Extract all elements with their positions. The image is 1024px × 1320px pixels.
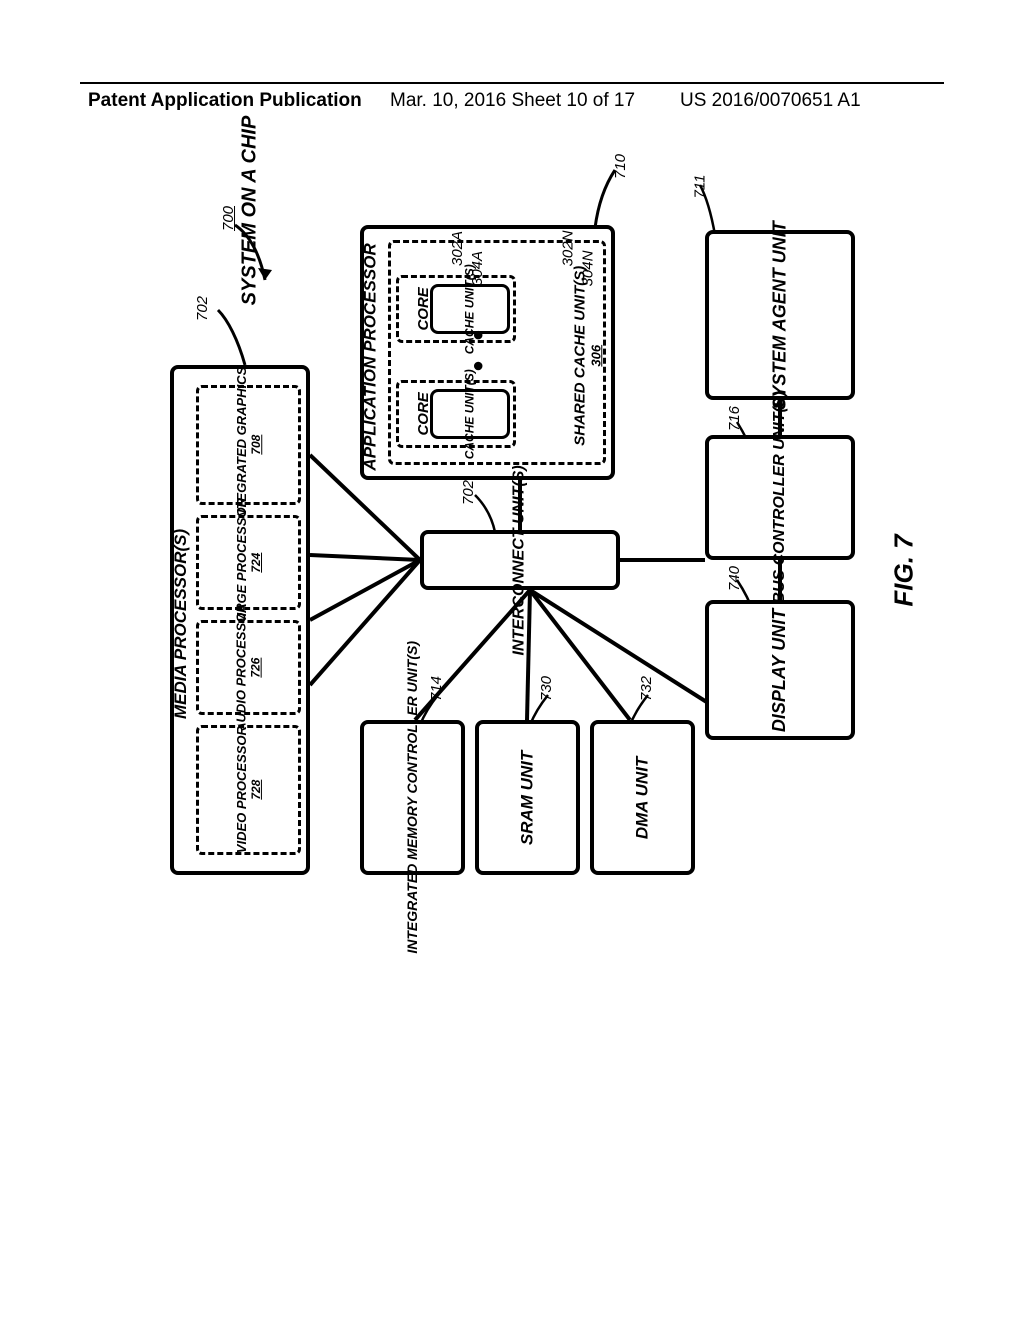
sram-label: SRAM UNIT [519,750,537,844]
header-rule [80,82,944,84]
diagram: SYSTEM ON A CHIP 700 702 710 711 702 716… [130,160,900,1220]
img-proc-refnum: 724 [249,552,263,572]
aud-proc-label: AUDIO PROCESSOR [234,603,249,732]
media-proc-ref: 702 [194,296,211,321]
dma-ref: 732 [638,676,655,701]
display-unit-box: DISPLAY UNIT [705,600,855,740]
media-proc-label: MEDIA PROCESSOR(S) [172,529,190,719]
aud-proc-refnum: 726 [249,657,263,677]
shared-cache-label: SHARED CACHE UNIT(S) [571,266,588,446]
header-left: Patent Application Publication [88,90,362,112]
imc-ref: 714 [428,676,445,701]
app-proc-ref: 710 [612,154,629,179]
cache-n-ref: 304N [579,251,596,287]
interconnect-ref: 702 [460,480,477,505]
vid-proc-box: VIDEO PROCESSOR 728 [196,725,301,855]
header-right: US 2016/0070651 A1 [680,90,861,112]
bus-ctrl-box: BUS CONTROLLER UNIT(S) [705,435,855,560]
interconnect-box: INTERCONNECT UNIT(S) [420,530,620,590]
sram-ref: 730 [538,676,555,701]
aud-proc-box: AUDIO PROCESSOR 726 [196,620,301,715]
figure-caption: FIG. 7 [889,534,920,606]
sys-agent-box: SYSTEM AGENT UNIT [705,230,855,400]
display-ref: 740 [726,566,743,591]
sys-agent-ref: 711 [691,175,708,199]
interconnect-label: INTERCONNECT UNIT(S) [512,465,529,655]
display-label: DISPLAY UNIT [771,608,790,731]
soc-ref: 700 [220,206,237,231]
vid-proc-label: VIDEO PROCESSOR [234,726,249,853]
bus-ctrl-ref: 716 [726,406,743,431]
cache-a-ref: 304A [469,251,486,286]
dma-box: DMA UNIT [590,720,695,875]
sram-box: SRAM UNIT [475,720,580,875]
ig-refnum: 708 [249,435,263,455]
header-center: Mar. 10, 2016 Sheet 10 of 17 [390,90,635,112]
soc-title: SYSTEM ON A CHIP [240,115,261,305]
shared-cache-refnum: 306 [588,345,603,367]
cache-n-label: CACHE UNIT(S) [464,369,477,459]
imc-label: INTEGRATED MEMORY CONTROLLER UNIT(S) [405,641,420,954]
img-proc-box: IMAGE PROCESSOR 724 [196,515,301,610]
sys-agent-label: SYSTEM AGENT UNIT [771,221,790,409]
page: Patent Application Publication Mar. 10, … [0,0,1024,1320]
vid-proc-refnum: 728 [249,780,263,800]
core-a-ref: 302A [449,231,466,266]
cache-n-box: CACHE UNIT(S) [430,389,510,439]
ig-box: INTEGRATED GRAPHICS 708 [196,385,301,505]
imc-box: INTEGRATED MEMORY CONTROLLER UNIT(S) [360,720,465,875]
dma-label: DMA UNIT [634,756,652,838]
core-n-ref: 302N [559,231,576,267]
bus-ctrl-label: BUS CONTROLLER UNIT(S) [772,391,789,603]
